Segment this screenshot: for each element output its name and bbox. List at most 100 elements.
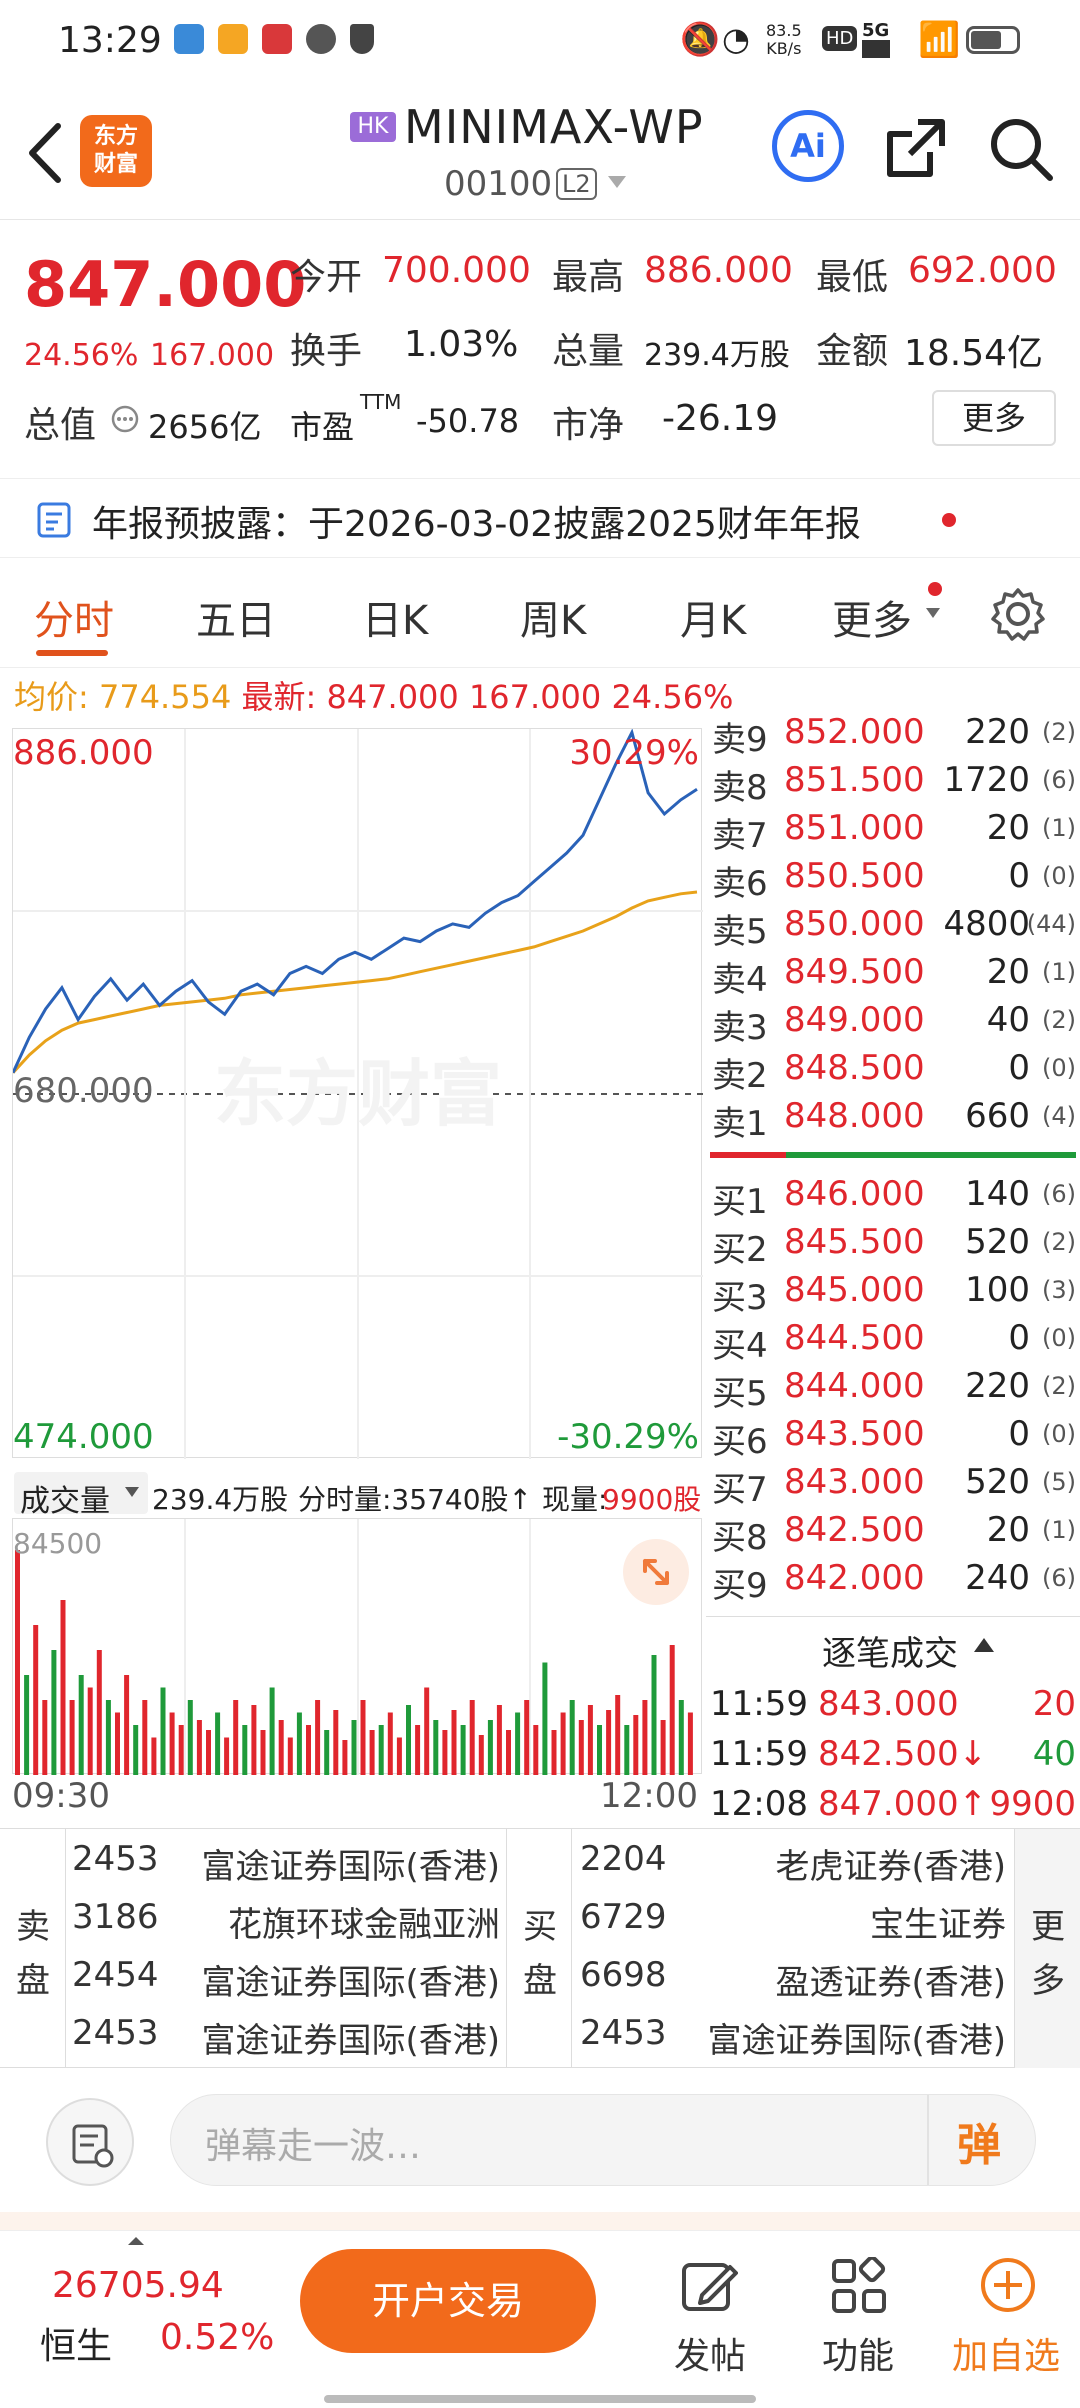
more-quote-button[interactable]: 更多 (932, 390, 1056, 446)
add-watchlist-icon[interactable] (978, 2255, 1038, 2315)
bid-row[interactable]: 买1 846.000 140 (6) (712, 1170, 1080, 1222)
stock-code: 00100 (444, 164, 553, 204)
tab-more[interactable]: 更多 (832, 598, 912, 644)
last-value: 847.000 (326, 678, 459, 716)
post-icon[interactable] (680, 2257, 738, 2315)
settings-icon[interactable] (990, 586, 1046, 642)
sell-broker-id: 2454 (72, 1955, 159, 1995)
tab-monthly-k[interactable]: 月K (680, 598, 747, 644)
volume-bar (442, 1730, 448, 1775)
tick-title[interactable]: 逐笔成交 (822, 1634, 958, 1674)
index-value[interactable]: 26705.94 (52, 2265, 224, 2306)
tab-daily-k[interactable]: 日K (362, 598, 429, 644)
tick-title-arrow-icon (974, 1638, 994, 1652)
pe-superscript: TTM (360, 390, 402, 414)
bid-row[interactable]: 买4 844.500 0 (0) (712, 1314, 1080, 1366)
home-indicator[interactable] (324, 2395, 756, 2403)
stock-name: MINIMAX-WP (404, 100, 704, 154)
volume-chart[interactable]: 84500 (12, 1518, 702, 1775)
bid-row[interactable]: 买7 843.000 520 (5) (712, 1458, 1080, 1510)
info-icon[interactable] (110, 404, 140, 434)
index-pct[interactable]: 0.52% (160, 2317, 275, 2358)
ask-row[interactable]: 卖1 848.000 660 (4) (712, 1092, 1080, 1144)
x-end-label: 12:00 (600, 1776, 698, 1816)
bid-label: 买9 (712, 1566, 768, 1606)
comment-divider (927, 2095, 929, 2185)
index-expand-icon[interactable] (126, 2235, 146, 2247)
post-label[interactable]: 发帖 (674, 2336, 747, 2377)
ask-row[interactable]: 卖9 852.000 220 (2) (712, 708, 1080, 760)
bid-row[interactable]: 买9 842.000 240 (6) (712, 1554, 1080, 1606)
bid-row[interactable]: 买6 843.500 0 (0) (712, 1410, 1080, 1462)
turnover-label: 换手 (290, 331, 363, 372)
bid-row[interactable]: 买2 845.500 520 (2) (712, 1218, 1080, 1270)
volume-bar (533, 1725, 539, 1775)
ask-label: 卖6 (712, 864, 768, 904)
intraday-chart[interactable]: 东方财富 886.000 30.29% 680.000 474.000 -30.… (12, 728, 703, 1459)
bid-qty: 0 (1008, 1414, 1030, 1454)
pb-label: 市净 (552, 405, 625, 446)
volume-bar (215, 1712, 221, 1775)
ask-row[interactable]: 卖3 849.000 40 (2) (712, 996, 1080, 1048)
ask-row[interactable]: 卖6 850.500 0 (0) (712, 852, 1080, 904)
bid-row[interactable]: 买8 842.500 20 (1) (712, 1506, 1080, 1558)
function-icon[interactable] (830, 2257, 888, 2315)
ask-row[interactable]: 卖5 850.000 4800 (44) (712, 900, 1080, 952)
mktcap-value: 2656亿 (148, 408, 262, 446)
bid-label: 买8 (712, 1518, 768, 1558)
add-watchlist-label[interactable]: 加自选 (952, 2336, 1061, 2377)
bid-label: 买6 (712, 1422, 768, 1462)
tick-price: 842.500↓ (818, 1734, 988, 1774)
bid-row[interactable]: 买5 844.000 220 (2) (712, 1362, 1080, 1414)
expand-button[interactable] (623, 1539, 689, 1605)
share-icon[interactable] (884, 116, 948, 180)
broker-more-button[interactable]: 更 多 (1014, 1829, 1080, 2069)
ask-row[interactable]: 卖8 851.500 1720 (6) (712, 756, 1080, 808)
tab-weekly-k[interactable]: 周K (520, 598, 587, 644)
bid-price: 846.000 (784, 1174, 925, 1214)
high-label: 最高 (552, 257, 625, 298)
ask-row[interactable]: 卖4 849.500 20 (1) (712, 948, 1080, 1000)
volume-bar (242, 1725, 248, 1775)
volume-dropdown-icon[interactable] (124, 1486, 140, 1498)
app-logo: 东方 财富 (80, 115, 152, 187)
tick-time: 12:08 (710, 1784, 808, 1824)
report-notice[interactable]: 年报预披露：于2026-03-02披露2025财年年报 (0, 478, 1080, 558)
function-label[interactable]: 功能 (822, 2336, 895, 2377)
volume-selector[interactable] (14, 1472, 148, 1514)
chevron-down-icon[interactable] (606, 174, 628, 190)
bid-row[interactable]: 买3 845.000 100 (3) (712, 1266, 1080, 1318)
open-label: 今开 (290, 257, 363, 298)
volume-bar (660, 1720, 666, 1775)
bottom-nav: 26705.94 恒生 0.52% 开户交易 发帖 功能 加自选 (0, 2230, 1080, 2408)
ask-row[interactable]: 卖2 848.500 0 (0) (712, 1044, 1080, 1096)
tab-five-day[interactable]: 五日 (196, 598, 276, 644)
back-icon[interactable] (22, 120, 66, 186)
danmu-toggle[interactable]: 弹 (957, 2120, 1001, 2171)
header: 东方 财富 HK MINIMAX-WP 00100 L2 Ai (0, 80, 1080, 220)
index-name[interactable]: 恒生 (40, 2326, 113, 2367)
volume-bar (606, 1710, 612, 1775)
comment-input[interactable]: 弹幕走一波… 弹 (170, 2094, 1036, 2186)
volume-bar (24, 1675, 30, 1775)
volume-bar (669, 1645, 675, 1775)
tab-intraday[interactable]: 分时 (34, 598, 114, 644)
ai-button[interactable]: Ai (772, 110, 844, 182)
ask-row[interactable]: 卖7 851.000 20 (1) (712, 804, 1080, 856)
net-speed: 83.5 KB/s (766, 22, 802, 58)
search-icon[interactable] (988, 116, 1054, 182)
bid-qty: 520 (965, 1222, 1030, 1262)
buy-broker-name: 盈透证券(香港) (775, 1963, 1006, 2003)
avg-value: 774.554 (98, 678, 232, 716)
tick-time: 11:59 (710, 1684, 808, 1724)
broker-queue[interactable]: 卖 盘 买 盘 更 多 2453 富途证券国际(香港) 3186 花旗环球金融亚洲 24… (0, 1828, 1080, 2069)
ask-count: (2) (1042, 718, 1076, 746)
sell-broker-name: 富途证券国际(香港) (201, 1847, 500, 1887)
open-account-button[interactable]: 开户交易 (300, 2249, 596, 2353)
tab-more-arrow-icon (926, 608, 940, 618)
volume-bar (633, 1715, 639, 1775)
now-volume-label: 现量: (542, 1483, 608, 1516)
status-time: 13:29 (58, 20, 162, 61)
danmu-settings-button[interactable] (46, 2098, 134, 2186)
ask-label: 卖2 (712, 1056, 768, 1096)
